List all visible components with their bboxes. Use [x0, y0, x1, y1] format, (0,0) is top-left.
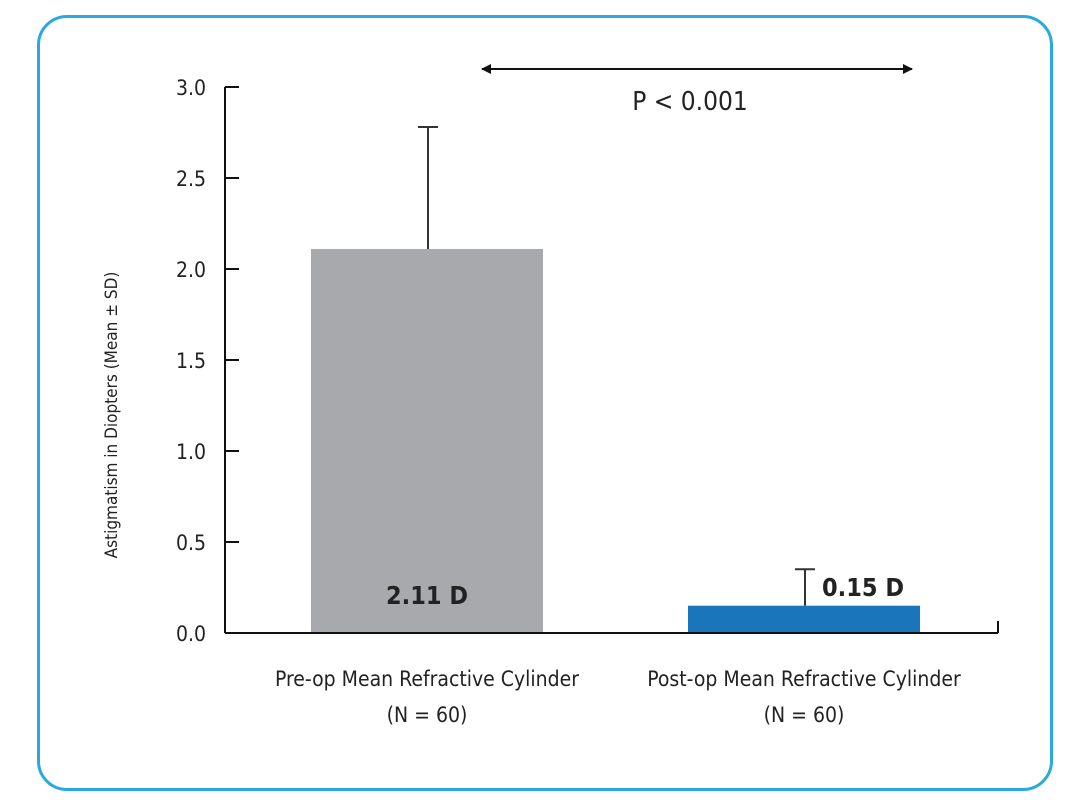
bar	[311, 248, 543, 634]
category-label: Pre-op Mean Refractive Cylinder	[275, 667, 579, 691]
bar	[688, 605, 920, 633]
category-label: (N = 60)	[387, 703, 468, 727]
value-label: 0.15 D	[822, 573, 904, 602]
y-tick-label: 3.0	[176, 76, 206, 100]
bars-group: 2.11 D Pre-op Mean Refractive Cylinder (N …	[275, 126, 961, 727]
category-label: Post-op Mean Refractive Cylinder	[647, 667, 961, 691]
y-tick-label: 2.0	[176, 258, 206, 282]
significance-label: P < 0.001	[632, 87, 748, 117]
y-tick-label: 0.5	[176, 531, 206, 555]
annotation-group: P < 0.001	[481, 64, 913, 117]
y-tick-label: 1.0	[176, 440, 206, 464]
chart-frame	[37, 15, 1053, 791]
axes-group: 0.0 0.5 1.0 1.5 2.0 2.5 3.0	[176, 76, 999, 646]
value-label: 2.11 D	[386, 581, 468, 610]
y-tick-label: 0.0	[176, 622, 206, 646]
y-axis-label: Astigmatism in Diopters (Mean ± SD)	[102, 272, 122, 559]
category-label: (N = 60)	[764, 703, 845, 727]
y-tick-label: 2.5	[176, 167, 206, 191]
y-tick-label: 1.5	[176, 349, 206, 373]
